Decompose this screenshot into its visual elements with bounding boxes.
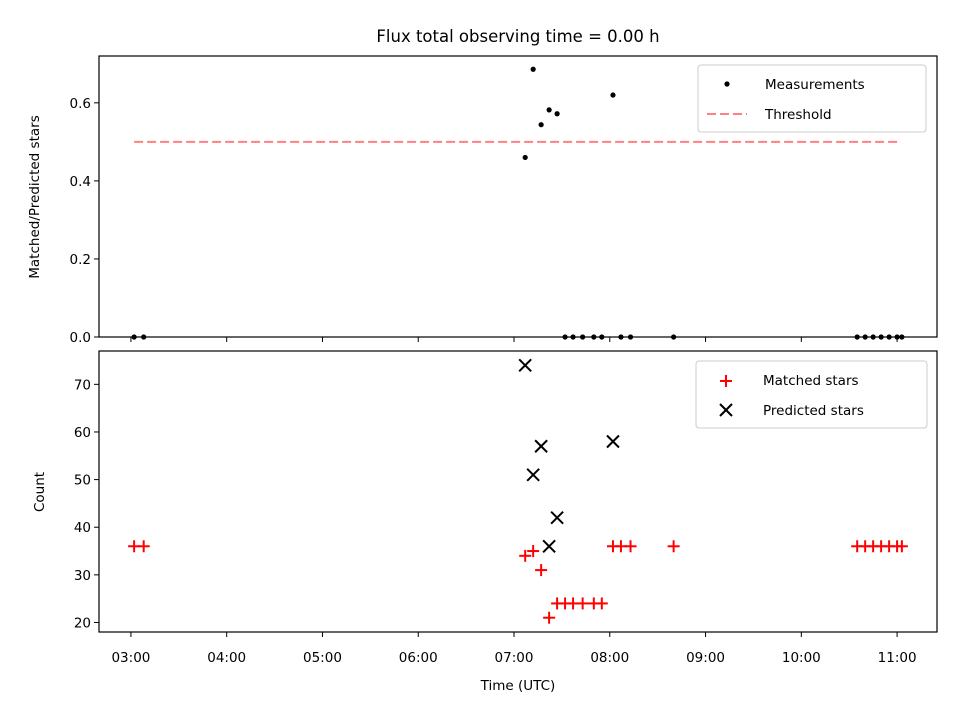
x-tick-label: 03:00 — [111, 650, 150, 666]
matched-stars-point — [667, 540, 680, 553]
predicted-stars-point — [542, 539, 556, 553]
legend-predicted-stars-marker — [719, 403, 733, 417]
x-tick-label: 06:00 — [399, 650, 438, 666]
y-tick-label: 50 — [74, 473, 91, 489]
count-panel-frame — [98, 350, 938, 633]
matched-stars-point — [576, 597, 589, 610]
y-tick-label: 60 — [74, 425, 91, 441]
legend-measurements-label: Measurements — [765, 77, 865, 93]
ratio-panel-frame — [98, 55, 938, 338]
y-tick-label: 0.4 — [70, 174, 91, 190]
y-tick-label: 30 — [74, 568, 91, 584]
matched-stars-point — [535, 564, 548, 577]
x-tick-label: 04:00 — [207, 650, 246, 666]
x-tick-label: 09:00 — [686, 650, 725, 666]
matched-stars-point — [543, 611, 556, 624]
x-tick-label: 05:00 — [303, 650, 342, 666]
y-tick-label: 20 — [74, 615, 91, 631]
matched-stars-point — [137, 540, 150, 553]
ratio-panel-legend: Measurements Threshold — [697, 64, 927, 133]
legend-measurements-marker — [724, 81, 730, 87]
y-tick-label: 70 — [74, 377, 91, 393]
matched-stars-point — [527, 545, 540, 558]
legend-predicted-stars-label: Predicted stars — [763, 403, 864, 419]
matched-stars-point — [595, 597, 608, 610]
matched-stars-point — [624, 540, 637, 553]
measurement-point — [522, 154, 528, 161]
y-tick-label: 0.2 — [70, 252, 91, 268]
measurement-point — [610, 92, 616, 98]
x-axis-label: Time (UTC) — [480, 678, 556, 694]
legend-threshold-label: Threshold — [764, 107, 832, 123]
y-tick-label: 0.0 — [70, 330, 91, 346]
predicted-stars-point — [518, 358, 532, 372]
count-panel-y-axis-label: Count — [32, 472, 48, 512]
matched-stars-point — [895, 540, 908, 553]
predicted-stars-point — [550, 510, 564, 525]
measurement-point — [530, 66, 536, 72]
predicted-stars-point — [606, 434, 620, 449]
x-tick-label: 07:00 — [495, 650, 534, 666]
chart-title: Flux total observing time = 0.00 h — [376, 27, 659, 46]
x-tick-label: 10:00 — [782, 650, 821, 666]
ratio-panel-y-axis-label: Matched/Predicted stars — [27, 115, 43, 278]
ratio-panel: 0.0 0.2 0.4 0.6 Matched/Predicted stars Mea… — [27, 55, 938, 346]
x-tick-label: 08:00 — [590, 650, 629, 666]
legend-matched-stars-label: Matched stars — [763, 373, 859, 389]
y-tick-label: 40 — [74, 520, 91, 536]
measurement-point — [554, 111, 560, 117]
legend-matched-stars-marker — [720, 375, 732, 387]
y-tick-label: 0.6 — [70, 96, 91, 112]
measurement-point — [538, 122, 544, 128]
matched-stars-point — [519, 549, 532, 562]
measurement-point — [546, 107, 552, 113]
predicted-stars-point — [534, 439, 548, 453]
count-panel: 20 30 40 50 60 70 03:00 04:00 05:00 06:00 07:00 08… — [32, 350, 938, 694]
count-panel-legend: Matched stars Predicted stars — [695, 360, 928, 429]
x-tick-label: 11:00 — [878, 650, 917, 666]
predicted-stars-point — [526, 468, 540, 482]
